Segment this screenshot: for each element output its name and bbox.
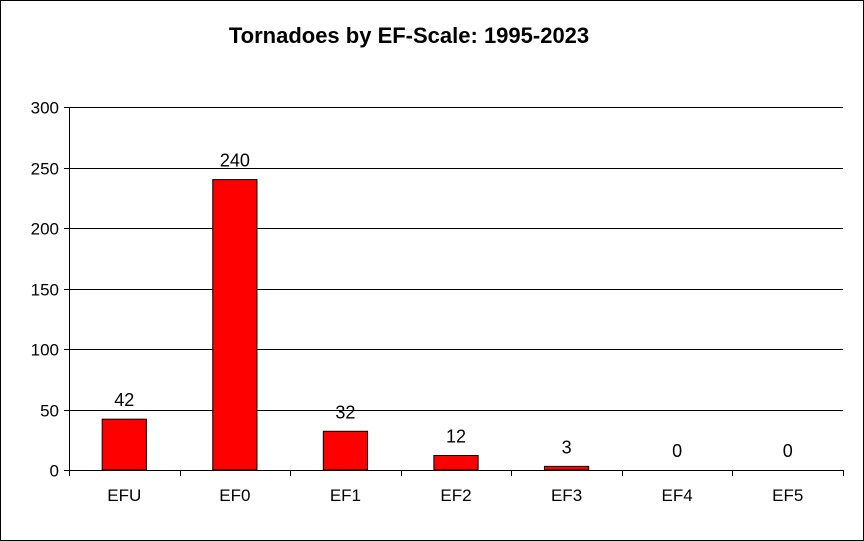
chart-title: Tornadoes by EF-Scale: 1995-2023 — [228, 23, 590, 48]
y-tick-label: 50 — [40, 402, 59, 421]
data-labels: 42 240 32 12 3 0 0 — [114, 151, 792, 461]
x-tick-label: EF3 — [551, 486, 582, 505]
x-tick-labels: EFU EF0 EF1 EF2 EF3 EF4 EF5 — [107, 486, 803, 505]
bar-ef3 — [543, 465, 590, 471]
bar-ef1 — [322, 430, 369, 471]
bar-efu — [101, 418, 147, 471]
x-tick-label: EFU — [107, 486, 141, 505]
y-tick-label: 0 — [50, 462, 59, 481]
data-label: 3 — [562, 437, 572, 457]
x-tick-label: EF2 — [440, 486, 471, 505]
data-label: 0 — [672, 441, 682, 461]
data-label: 12 — [446, 426, 466, 446]
y-tick-labels: 0 50 100 150 200 250 300 — [31, 99, 59, 481]
data-label: 32 — [335, 402, 355, 422]
bar-ef0 — [212, 179, 258, 471]
bars — [101, 179, 590, 471]
bar-ef2 — [433, 454, 479, 471]
y-tick-label: 250 — [31, 160, 59, 179]
x-tick-label: EF1 — [330, 486, 361, 505]
x-tick-label: EF5 — [772, 486, 803, 505]
x-tick-label: EF4 — [662, 486, 693, 505]
data-label: 0 — [783, 441, 793, 461]
data-label: 42 — [114, 390, 134, 410]
data-label: 240 — [220, 151, 250, 171]
y-tick-label: 300 — [31, 99, 59, 118]
y-tick-label: 200 — [31, 220, 59, 239]
y-tick-label: 150 — [31, 281, 59, 300]
y-tick-label: 100 — [31, 341, 59, 360]
axes — [64, 107, 844, 476]
x-tick-label: EF0 — [219, 486, 250, 505]
gridlines — [69, 107, 843, 411]
